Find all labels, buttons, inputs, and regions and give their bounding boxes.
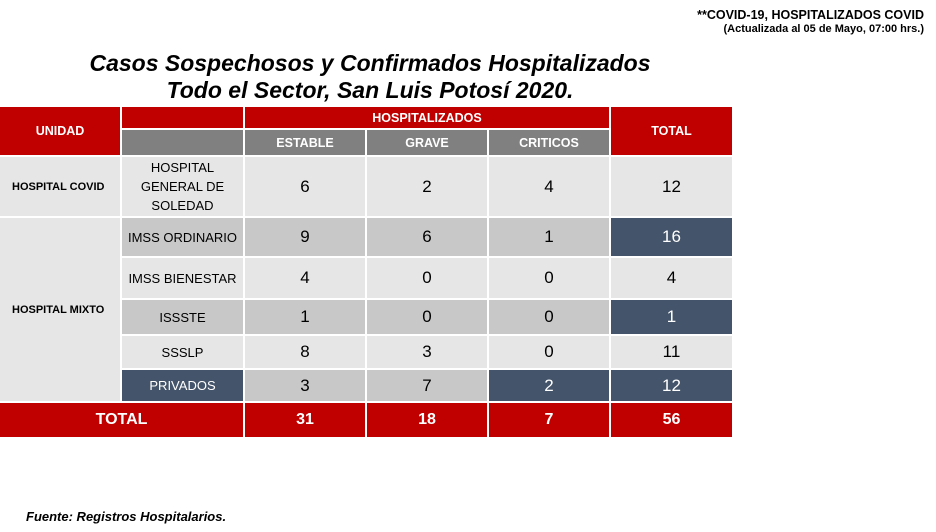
row-unit-highlight: PRIVADOS (122, 370, 245, 403)
header-grave: GRAVE (367, 130, 489, 157)
total-label: TOTAL (0, 403, 245, 439)
cell-criticos-highlight: 2 (489, 370, 611, 403)
total-grave: 18 (367, 403, 489, 439)
cell-total-highlight: 12 (611, 370, 734, 403)
row-unit: ISSSTE (122, 300, 245, 336)
row-unit: HOSPITAL GENERAL DE SOLEDAD (122, 157, 245, 218)
header-total: TOTAL (611, 107, 734, 157)
update-note-date: (Actualizada al 05 de Mayo, 07:00 hrs.) (723, 23, 924, 35)
row-unit: SSSLP (122, 336, 245, 370)
title-line-2: Todo el Sector, San Luis Potosí 2020. (166, 77, 574, 103)
header-blank-top (122, 107, 245, 130)
cell-total-highlight: 16 (611, 218, 734, 258)
cell-criticos: 0 (489, 300, 611, 336)
row-unit: IMSS ORDINARIO (122, 218, 245, 258)
cell-estable: 9 (245, 218, 367, 258)
header-unidad: UNIDAD (0, 107, 122, 157)
cell-total: 12 (611, 157, 734, 218)
cell-estable: 8 (245, 336, 367, 370)
header-criticos: CRITICOS (489, 130, 611, 157)
cell-total: 4 (611, 258, 734, 300)
cell-total: 11 (611, 336, 734, 370)
page-title: Casos Sospechosos y Confirmados Hospital… (0, 50, 740, 104)
cell-grave: 0 (367, 258, 489, 300)
cell-grave: 2 (367, 157, 489, 218)
title-line-1: Casos Sospechosos y Confirmados Hospital… (89, 50, 651, 76)
total-total: 56 (611, 403, 734, 439)
cell-estable: 4 (245, 258, 367, 300)
header-estable: ESTABLE (245, 130, 367, 157)
cell-criticos: 1 (489, 218, 611, 258)
header-blank-sub (122, 130, 245, 157)
cell-estable: 1 (245, 300, 367, 336)
cell-grave: 0 (367, 300, 489, 336)
cell-criticos: 0 (489, 336, 611, 370)
update-note-title: **COVID-19, HOSPITALIZADOS COVID (697, 8, 924, 22)
cell-estable: 6 (245, 157, 367, 218)
group-hospital-covid: HOSPITAL COVID (0, 157, 122, 218)
cell-grave: 7 (367, 370, 489, 403)
update-note: **COVID-19, HOSPITALIZADOS COVID (Actual… (697, 8, 924, 35)
cell-criticos: 4 (489, 157, 611, 218)
cell-total-highlight: 1 (611, 300, 734, 336)
cell-grave: 3 (367, 336, 489, 370)
cell-grave: 6 (367, 218, 489, 258)
total-estable: 31 (245, 403, 367, 439)
hospitalized-table: UNIDAD HOSPITALIZADOS TOTAL ESTABLE GRAV… (0, 107, 734, 439)
total-criticos: 7 (489, 403, 611, 439)
row-unit: IMSS BIENESTAR (122, 258, 245, 300)
group-hospital-mixto: HOSPITAL MIXTO (0, 218, 122, 403)
header-hospitalizados: HOSPITALIZADOS (245, 107, 611, 130)
cell-estable: 3 (245, 370, 367, 403)
cell-criticos: 0 (489, 258, 611, 300)
source-note: Fuente: Registros Hospitalarios. (26, 509, 227, 524)
